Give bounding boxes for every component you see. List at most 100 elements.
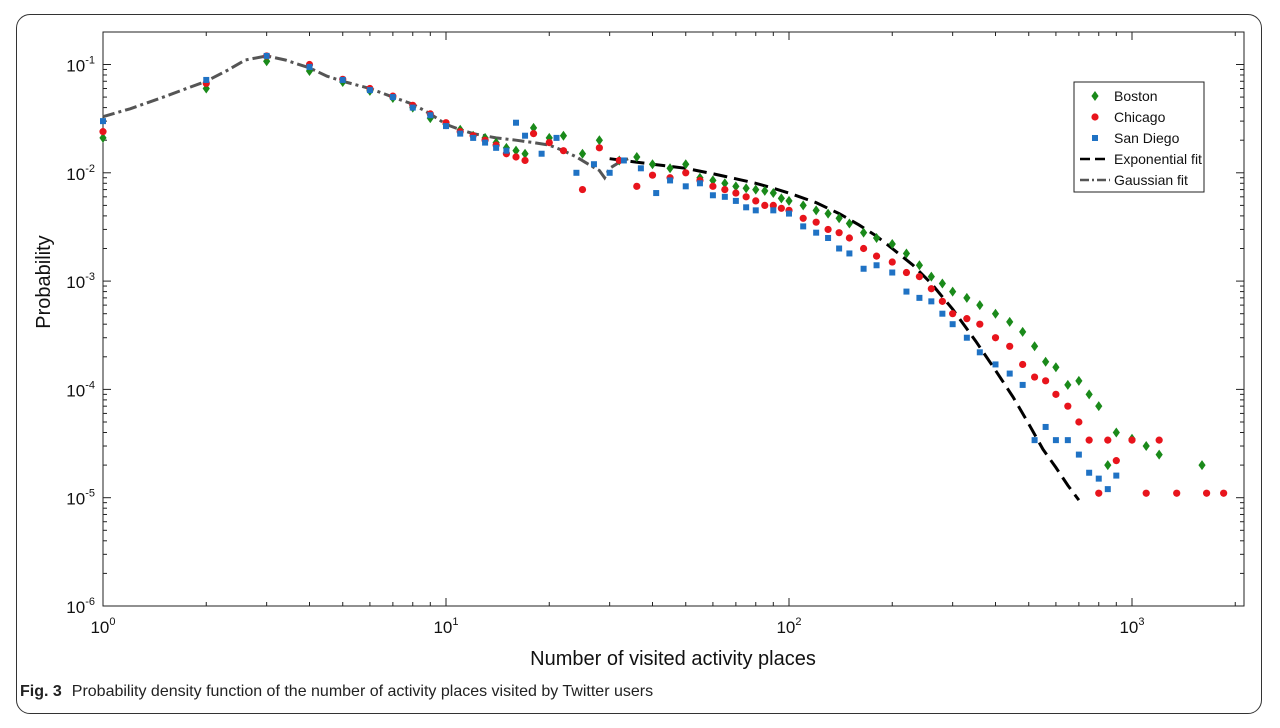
data-point [889, 269, 896, 276]
figure-label: Fig. 3 [20, 683, 62, 700]
y-tick-label: 10-1 [66, 54, 95, 75]
data-point [1052, 390, 1060, 398]
legend: Boston Chicago San Diego Exponential fit Gau… [1073, 81, 1205, 193]
data-point [732, 181, 740, 192]
data-point [470, 134, 477, 141]
data-point [991, 308, 1000, 319]
data-point [927, 271, 935, 282]
data-point [1064, 402, 1072, 410]
points-boston [99, 56, 1206, 471]
data-point [888, 239, 896, 250]
data-point [742, 193, 750, 201]
data-point [963, 292, 971, 303]
data-point [595, 144, 603, 152]
legend-label: Gaussian fit [1114, 172, 1188, 188]
data-point [1202, 489, 1211, 497]
data-point [888, 258, 896, 266]
data-point [529, 130, 538, 138]
x-tick-label: 103 [1119, 616, 1144, 637]
data-point [949, 321, 956, 328]
data-point [721, 193, 728, 200]
data-point [824, 208, 832, 219]
data-point [1086, 469, 1093, 476]
data-point [100, 118, 106, 125]
data-point [845, 218, 853, 229]
legend-label: Chicago [1114, 109, 1166, 125]
data-point [928, 298, 935, 305]
data-point [1006, 342, 1014, 350]
data-point [902, 268, 911, 277]
data-point [1042, 377, 1050, 385]
data-point [915, 260, 924, 271]
data-point [427, 112, 434, 119]
legend-label: Boston [1114, 88, 1158, 104]
data-point [1019, 360, 1027, 369]
data-point [306, 63, 313, 70]
data-point [812, 205, 820, 216]
data-point [859, 244, 868, 253]
data-point [761, 185, 769, 196]
data-point [620, 157, 627, 164]
data-point [1104, 460, 1112, 471]
points-chicago [99, 52, 1228, 497]
data-point [902, 248, 911, 259]
data-point [595, 135, 603, 146]
data-point [1220, 489, 1228, 497]
legend-label: San Diego [1114, 130, 1180, 146]
y-tick-label: 10-4 [66, 379, 95, 400]
data-point [813, 229, 820, 236]
data-point [606, 169, 613, 176]
data-point [709, 175, 717, 186]
x-axis-ticks: 100 101 102 103 [90, 32, 1236, 637]
data-point [1019, 326, 1027, 337]
data-point [648, 171, 657, 179]
data-point [1085, 436, 1093, 444]
data-point [752, 197, 760, 205]
data-point [786, 210, 792, 217]
data-point [732, 189, 740, 197]
data-point [799, 200, 807, 211]
legend-marker [1091, 91, 1099, 101]
data-point [366, 87, 373, 94]
data-point [812, 218, 820, 226]
data-point [1042, 356, 1050, 367]
data-point [1006, 316, 1014, 327]
data-point [992, 361, 999, 368]
data-point [742, 183, 750, 194]
figure-frame [16, 14, 1262, 714]
data-point [835, 229, 843, 237]
data-point [976, 349, 983, 356]
y-axis-ticks: 10-6 10-5 10-4 10-3 10-2 10-1 [66, 54, 1244, 617]
data-point [835, 213, 843, 224]
data-point [637, 165, 644, 172]
data-point [1173, 489, 1181, 497]
data-point [872, 232, 881, 243]
data-point [1075, 451, 1082, 458]
caption-text: Probability density function of the numb… [71, 683, 654, 700]
data-point [915, 273, 924, 281]
data-point [927, 285, 935, 293]
data-point [824, 225, 832, 234]
data-point [1155, 436, 1163, 444]
fit-line [609, 157, 1081, 502]
data-point [457, 130, 464, 137]
data-point [667, 177, 674, 184]
data-point [512, 145, 520, 156]
data-point [743, 204, 750, 211]
data-point [769, 201, 777, 209]
data-point [1104, 486, 1111, 493]
data-point [409, 104, 416, 111]
data-point [785, 195, 793, 206]
series-layer [99, 52, 1228, 502]
data-point [682, 183, 689, 190]
data-point [1006, 370, 1013, 377]
data-point [1030, 373, 1039, 381]
data-point [696, 180, 703, 187]
data-point [513, 119, 520, 126]
data-point [538, 150, 545, 157]
data-point [709, 182, 717, 190]
data-point [859, 227, 868, 238]
data-point [553, 134, 560, 141]
data-point [545, 139, 553, 147]
x-tick-label: 101 [433, 616, 458, 637]
